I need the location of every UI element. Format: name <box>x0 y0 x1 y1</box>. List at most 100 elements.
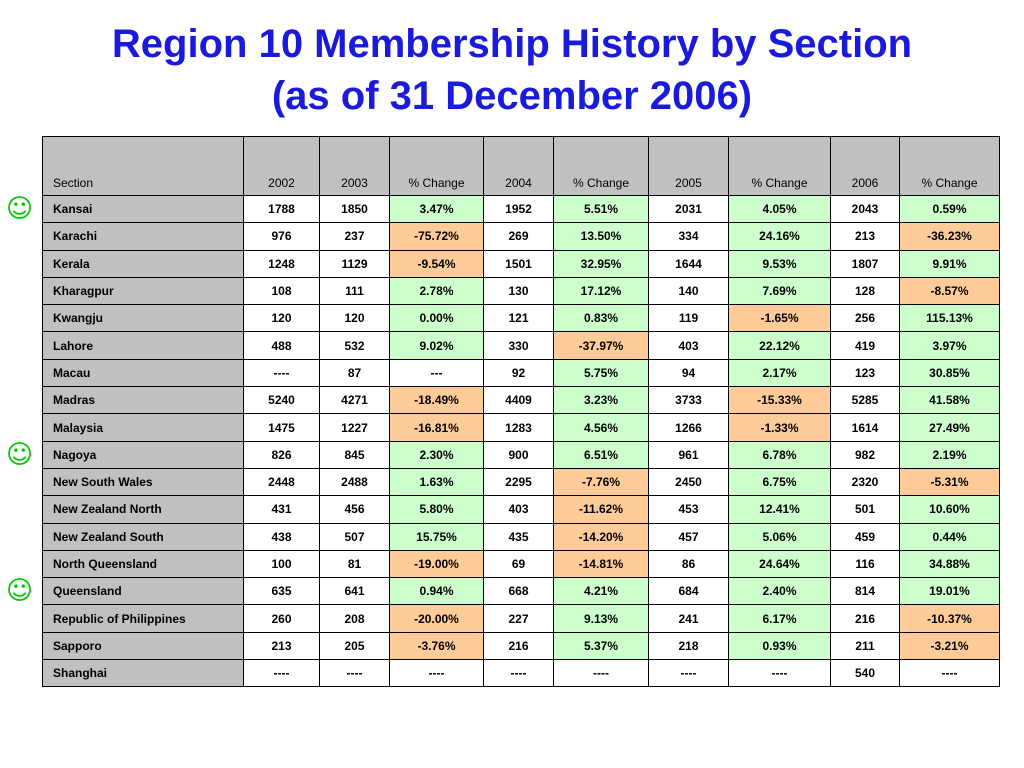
percent-change-cell: ---- <box>899 659 1000 688</box>
percent-change-cell: 2.17% <box>728 358 831 388</box>
member-count-cell: 92 <box>483 358 554 388</box>
percent-change-cell: 13.50% <box>553 222 649 251</box>
percent-change-cell: 1.63% <box>389 467 484 497</box>
column-header: 2002 <box>243 136 320 196</box>
member-count-cell: 1248 <box>243 249 320 278</box>
member-count-cell: 205 <box>319 631 390 661</box>
percent-change-cell: 115.13% <box>899 304 1000 333</box>
member-count-cell: 216 <box>830 604 900 633</box>
member-count-cell: 641 <box>319 577 390 606</box>
section-name-cell: Lahore <box>42 331 244 360</box>
column-header: % Change <box>728 136 831 196</box>
percent-change-cell: -20.00% <box>389 604 484 633</box>
percent-change-cell: 19.01% <box>899 577 1000 606</box>
percent-change-cell: 6.78% <box>728 440 831 469</box>
member-count-cell: 81 <box>319 549 390 579</box>
percent-change-cell: 4.56% <box>553 413 649 442</box>
percent-change-cell: -10.37% <box>899 604 1000 633</box>
section-name-cell: Kwangju <box>42 304 244 333</box>
section-name-cell: North Queensland <box>42 549 244 579</box>
member-count-cell: 982 <box>830 440 900 469</box>
column-header: Section <box>42 136 244 196</box>
member-count-cell: 403 <box>483 495 554 524</box>
percent-change-cell: 5.06% <box>728 522 831 551</box>
percent-change-cell: 27.49% <box>899 413 1000 442</box>
percent-change-cell: -7.76% <box>553 467 649 497</box>
member-count-cell: 108 <box>243 276 320 306</box>
table-row: New Zealand North 431 456 5.80% 403 -11.62% 45… <box>42 495 1000 524</box>
percent-change-cell: 30.85% <box>899 358 1000 388</box>
table-row: New South Wales 2448 2488 1.63% 2295 -7.76% 24… <box>42 467 1000 497</box>
section-name-cell: Madras <box>42 386 244 415</box>
percent-change-cell: 5.37% <box>553 631 649 661</box>
member-count-cell: 120 <box>243 304 320 333</box>
percent-change-cell: -3.76% <box>389 631 484 661</box>
member-count-cell: 435 <box>483 522 554 551</box>
section-name-cell: New South Wales <box>42 467 244 497</box>
percent-change-cell: -15.33% <box>728 386 831 415</box>
table-row: Republic of Philippines 260 208 -20.00% 227 9… <box>42 604 1000 633</box>
member-count-cell: 1614 <box>830 413 900 442</box>
table-row: Sapporo 213 205 -3.76% 216 5.37% 218 0.93% 211 -3… <box>42 631 1000 661</box>
member-count-cell: 213 <box>830 222 900 251</box>
table-row: Karachi 976 237 -75.72% 269 13.50% 334 24.16% 21… <box>42 222 1000 251</box>
section-name-cell: New Zealand North <box>42 495 244 524</box>
member-count-cell: 1475 <box>243 413 320 442</box>
member-count-cell: ---- <box>483 659 554 688</box>
percent-change-cell: 9.91% <box>899 249 1000 278</box>
percent-change-cell: -19.00% <box>389 549 484 579</box>
percent-change-cell: -14.81% <box>553 549 649 579</box>
section-name-cell: Kansai <box>42 194 244 224</box>
table-row: Shanghai ---- ---- ---- ---- ---- ---- ---- 540-… <box>42 659 1000 688</box>
table-row: Kerala 1248 1129 -9.54% 1501 32.95% 1644 9.53% 1… <box>42 249 1000 278</box>
member-count-cell: ---- <box>243 659 320 688</box>
percent-change-cell: -3.21% <box>899 631 1000 661</box>
member-count-cell: 121 <box>483 304 554 333</box>
percent-change-cell: -1.65% <box>728 304 831 333</box>
percent-change-cell: 0.93% <box>728 631 831 661</box>
percent-change-cell: 10.60% <box>899 495 1000 524</box>
percent-change-cell: 5.80% <box>389 495 484 524</box>
percent-change-cell: 3.23% <box>553 386 649 415</box>
member-count-cell: 1227 <box>319 413 390 442</box>
table-body: Kansai 1788 1850 3.47% 1952 5.51% 2031 4.05% 204… <box>42 194 1000 688</box>
member-count-cell: 635 <box>243 577 320 606</box>
member-count-cell: 1129 <box>319 249 390 278</box>
member-count-cell: 2448 <box>243 467 320 497</box>
member-count-cell: 684 <box>648 577 729 606</box>
percent-change-cell: 5.51% <box>553 194 649 224</box>
percent-change-cell: 0.44% <box>899 522 1000 551</box>
percent-change-cell: 0.83% <box>553 304 649 333</box>
percent-change-cell: ---- <box>728 659 831 688</box>
column-header: 2006 <box>830 136 900 196</box>
member-count-cell: ---- <box>243 358 320 388</box>
member-count-cell: 532 <box>319 331 390 360</box>
percent-change-cell: --- <box>389 358 484 388</box>
percent-change-cell: 3.97% <box>899 331 1000 360</box>
member-count-cell: 3733 <box>648 386 729 415</box>
member-count-cell: 334 <box>648 222 729 251</box>
percent-change-cell: 0.59% <box>899 194 1000 224</box>
percent-change-cell: -14.20% <box>553 522 649 551</box>
percent-change-cell: 5.75% <box>553 358 649 388</box>
percent-change-cell: 6.75% <box>728 467 831 497</box>
member-count-cell: 976 <box>243 222 320 251</box>
member-count-cell: 457 <box>648 522 729 551</box>
percent-change-cell: 41.58% <box>899 386 1000 415</box>
smiley-face-icon: ☺ <box>6 194 34 224</box>
percent-change-cell: -8.57% <box>899 276 1000 306</box>
member-count-cell: 1644 <box>648 249 729 278</box>
member-count-cell: 218 <box>648 631 729 661</box>
smiley-face-icon: ☺ <box>6 440 34 470</box>
member-count-cell: 826 <box>243 440 320 469</box>
member-count-cell: 488 <box>243 331 320 360</box>
member-count-cell: 2320 <box>830 467 900 497</box>
member-count-cell: 507 <box>319 522 390 551</box>
membership-table: Section 2002 2003 % Change 2004 % Change… <box>42 136 1000 688</box>
title-line-2: (as of 31 December 2006) <box>271 74 753 118</box>
member-count-cell: 208 <box>319 604 390 633</box>
member-count-cell: 213 <box>243 631 320 661</box>
member-count-cell: 1501 <box>483 249 554 278</box>
member-count-cell: 459 <box>830 522 900 551</box>
percent-change-cell: 4.05% <box>728 194 831 224</box>
